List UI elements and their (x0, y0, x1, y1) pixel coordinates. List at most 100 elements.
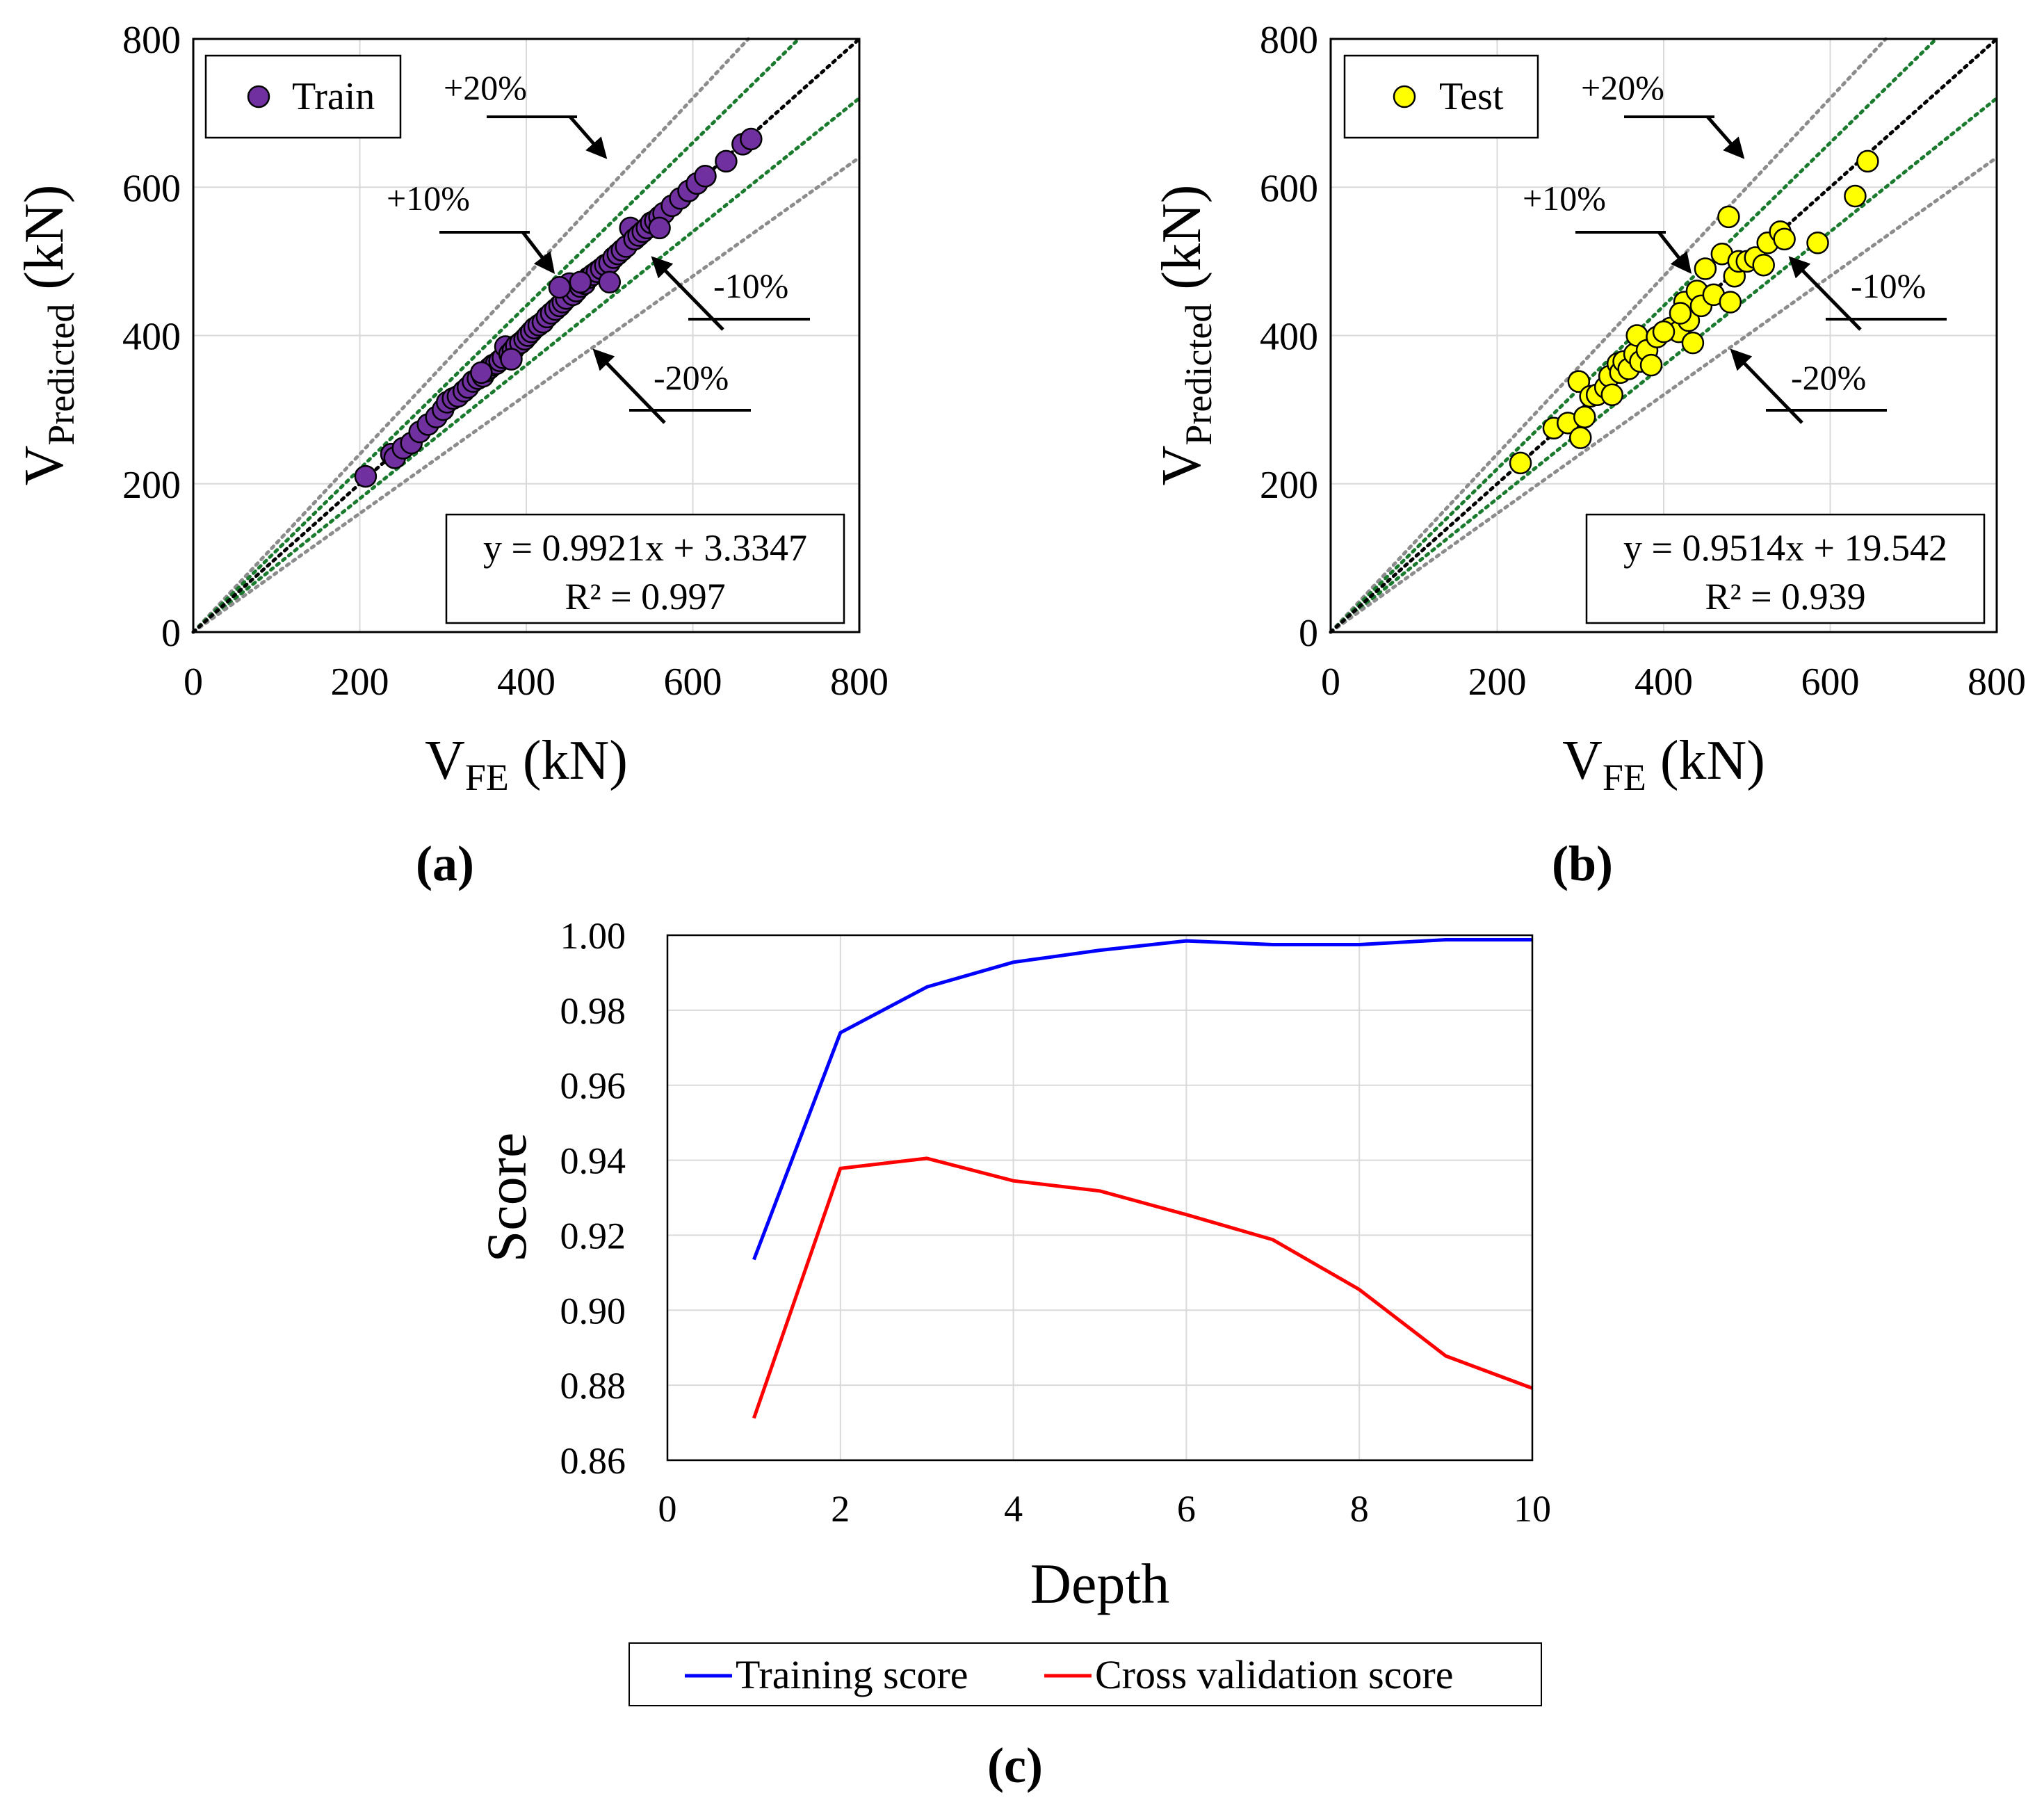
panel-b-legend-box (1343, 54, 1539, 139)
panel-b-label-text: (b) (1552, 836, 1613, 891)
y-tick-label: 600 (122, 167, 181, 210)
panel-a-y-axis-title: VPredicted (kN) (14, 185, 82, 486)
panel-b-label-minus20: -20% (1791, 358, 1866, 397)
data-point (1856, 149, 1879, 173)
data-point (1569, 426, 1592, 449)
panel-b-scatter: 0 200 400 600 800 0 200 400 600 800 Test y = 0.9… (1151, 19, 2026, 891)
y-tick-label: 0.88 (560, 1365, 626, 1407)
panel-b-label-plus10: +10% (1523, 179, 1606, 218)
panel-c-series-lines (752, 938, 1533, 1419)
panel-b-arrow-minus20 (1730, 348, 1803, 424)
panel-a-equation-box (445, 513, 845, 624)
panel-c-x-axis-title: Depth (1030, 1552, 1169, 1615)
panel-b-label-plus20: +20% (1581, 68, 1664, 107)
panel-a-arrow-minus20 (592, 348, 666, 424)
panel-a-label-minus20: -20% (654, 358, 729, 397)
y-tick-label: 0.96 (560, 1065, 626, 1107)
y-tick-label: 400 (1260, 316, 1318, 359)
panel-a-label-plus10: +10% (387, 179, 470, 218)
data-point (1669, 302, 1692, 325)
panel-b-arrow-plus10 (1657, 231, 1692, 274)
data-point (1639, 353, 1663, 377)
panel-a-points (354, 127, 763, 488)
data-point (548, 275, 571, 299)
panel-c-y-tick-labels: 0.86 0.88 0.90 0.92 0.94 0.96 0.98 1.00 (560, 915, 626, 1482)
y-tick-label: 0 (1299, 612, 1318, 655)
x-tick-label: 200 (331, 661, 389, 704)
y-tick-label: 400 (122, 316, 181, 359)
data-point (1806, 231, 1829, 254)
panel-a-r-squared: R² = 0.997 (565, 576, 725, 617)
y-tick-label: 1.00 (560, 915, 626, 957)
data-point (1752, 253, 1775, 277)
y-tick-label: 0.98 (560, 990, 626, 1032)
panel-a-x-title-sub: FE (465, 757, 509, 798)
band-line (1329, 37, 1888, 634)
panel-c-y-axis-title: Score (475, 1133, 538, 1263)
panel-c-label: (c) (987, 1738, 1043, 1793)
panel-b-x-title-unit: (kN) (1646, 730, 1765, 791)
band-line (191, 37, 801, 634)
x-tick-label: 400 (497, 661, 555, 704)
y-tick-label: 800 (1260, 19, 1318, 62)
panel-b-arrow-plus20 (1706, 115, 1745, 159)
panel-a-x-title-unit: (kN) (509, 730, 628, 791)
panel-c-plot-frame (666, 934, 1534, 1462)
panel-a-plot-frame (192, 38, 861, 633)
x-tick-label: 600 (1801, 661, 1860, 704)
panel-c-gridlines (667, 935, 1532, 1460)
data-point (1694, 257, 1717, 280)
x-tick-label: 8 (1350, 1488, 1369, 1530)
panel-a-y-title-unit: (kN) (14, 185, 75, 304)
panel-a-arrow-minus10 (651, 256, 724, 331)
panel-b-y-title-sub: Predicted (1178, 304, 1219, 446)
band-line (191, 156, 861, 634)
panel-b-legend-label: Test (1439, 75, 1504, 118)
data-point (470, 361, 493, 385)
data-point (354, 464, 378, 488)
panel-a-arrow-plus20 (569, 115, 608, 159)
training-score-line (752, 938, 1532, 1261)
panel-c-x-tick-labels: 0 2 4 6 8 10 (658, 1488, 1552, 1530)
cross-validation-score-line (752, 1156, 1533, 1419)
panel-a-legend-box (204, 54, 402, 139)
data-point (648, 216, 671, 240)
y-tick-label: 800 (122, 19, 181, 62)
band-line (191, 37, 750, 634)
panel-b-label-minus10: -10% (1851, 266, 1926, 305)
x-tick-label: 10 (1514, 1488, 1551, 1530)
y-tick-label: 0.86 (560, 1440, 626, 1482)
y-tick-label: 600 (1260, 167, 1318, 210)
x-tick-label: 600 (664, 661, 722, 704)
data-point (694, 165, 717, 188)
panel-a-y-title-sub: Predicted (40, 304, 82, 446)
data-point (1773, 227, 1796, 251)
panel-b-y-title-main: V (1151, 446, 1212, 486)
data-point (1844, 184, 1867, 208)
panel-b-equation-box (1585, 513, 1986, 624)
panel-b-x-title-sub: FE (1603, 757, 1646, 798)
data-point (1717, 205, 1740, 229)
x-tick-label: 6 (1177, 1488, 1196, 1530)
panel-b-y-tick-labels: 0 200 400 600 800 (1260, 19, 1318, 655)
panel-c-label-text: (c) (987, 1738, 1043, 1793)
data-point (1567, 370, 1591, 393)
panel-a-y-title-main: V (14, 446, 75, 486)
x-tick-label: 200 (1468, 661, 1527, 704)
panel-a-x-axis-title: VFE (kN) (425, 730, 628, 798)
x-tick-label: 800 (830, 661, 889, 704)
y-tick-label: 0.94 (560, 1140, 626, 1182)
y-tick-label: 0.92 (560, 1215, 626, 1256)
panel-a-legend-label: Train (292, 75, 375, 118)
panel-b-equation: y = 0.9514x + 19.542 (1623, 527, 1947, 569)
panel-b-plot-frame (1329, 38, 1998, 633)
panel-c-legend-cv: Cross validation score (1095, 1652, 1453, 1697)
data-point (1509, 451, 1532, 475)
panel-b-points (1509, 149, 1879, 475)
x-tick-label: 4 (1004, 1488, 1023, 1530)
panel-a-equation: y = 0.9921x + 3.3347 (483, 527, 807, 569)
panel-a-label-minus10: -10% (713, 266, 788, 305)
panel-c-legend-training: Training score (736, 1652, 968, 1697)
data-point (1573, 405, 1596, 429)
